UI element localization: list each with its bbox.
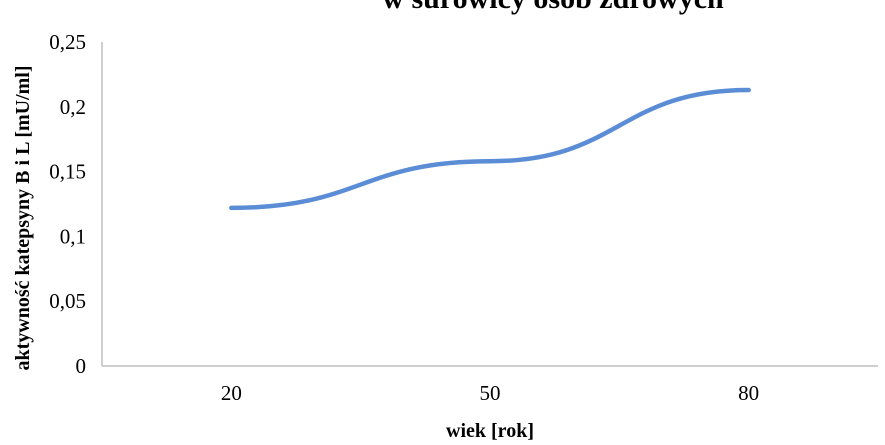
y-tick-label: 0,25 <box>49 30 86 54</box>
data-point <box>488 159 492 164</box>
x-tick-label: 20 <box>221 381 242 405</box>
series-line <box>229 87 751 211</box>
x-tick-label: 50 <box>480 381 501 405</box>
data-point <box>746 87 751 92</box>
data-point <box>229 205 234 210</box>
y-tick-label: 0,15 <box>49 160 86 184</box>
y-tick-group: 0 0,05 0,1 0,15 0,2 0,25 <box>49 30 86 378</box>
y-tick-label: 0,2 <box>60 95 86 119</box>
y-tick-label: 0 <box>76 354 87 378</box>
series-group <box>229 87 751 211</box>
x-axis-title: wiek [rok] <box>446 420 534 442</box>
y-axis-title: aktywność katepsyny B i L [mU/ml] <box>12 65 34 370</box>
x-tick-label: 80 <box>738 381 759 405</box>
y-tick-label: 0,1 <box>60 224 86 248</box>
x-tick-group: 20 50 80 <box>221 381 759 405</box>
chart-title: w surowicy osób zdrowych <box>382 0 724 15</box>
y-tick-label: 0,05 <box>49 289 86 313</box>
